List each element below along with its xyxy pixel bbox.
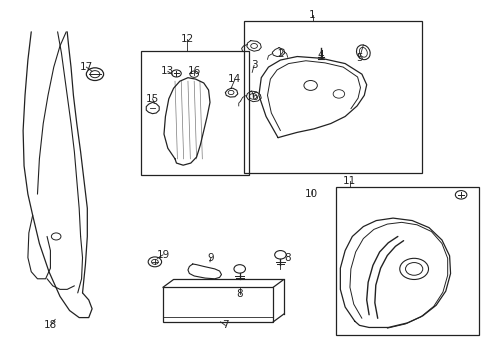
Text: 7: 7: [222, 320, 228, 330]
Text: 16: 16: [187, 66, 201, 76]
Text: 4: 4: [317, 50, 324, 60]
Text: 2: 2: [277, 49, 283, 59]
Text: 14: 14: [228, 75, 241, 85]
Text: 8: 8: [284, 253, 290, 262]
Text: 6: 6: [250, 92, 257, 102]
Text: 17: 17: [80, 62, 93, 72]
Text: 3: 3: [250, 60, 257, 70]
Text: 11: 11: [343, 176, 356, 186]
Text: 13: 13: [161, 66, 174, 76]
Text: 19: 19: [156, 250, 169, 260]
Text: 8: 8: [236, 289, 243, 298]
Bar: [335, 187, 478, 335]
Text: 9: 9: [207, 253, 214, 262]
Text: 10: 10: [305, 189, 318, 199]
Text: 5: 5: [355, 53, 362, 63]
Text: 12: 12: [180, 34, 193, 44]
Bar: [163, 287, 273, 322]
Text: 15: 15: [145, 94, 159, 104]
Text: 1: 1: [308, 10, 315, 20]
Text: 18: 18: [44, 320, 57, 330]
Bar: [141, 51, 249, 175]
Bar: [244, 21, 421, 173]
